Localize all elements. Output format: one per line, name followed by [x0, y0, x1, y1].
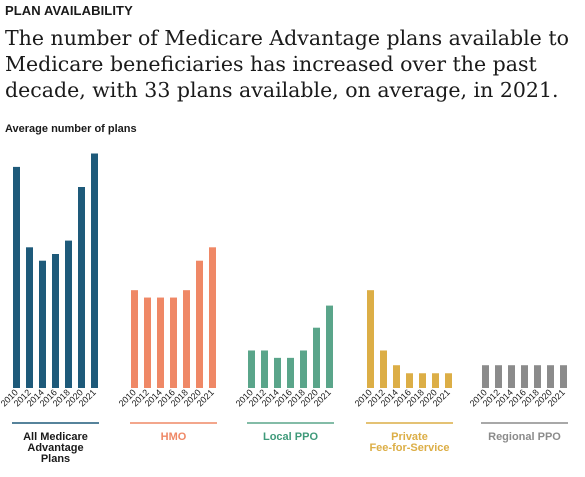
group-label: Regional PPO [488, 431, 561, 443]
group-label: HMO [161, 431, 187, 443]
bar [65, 240, 72, 388]
bar [287, 357, 294, 388]
bar [196, 260, 203, 388]
bar [300, 350, 307, 388]
bar [495, 365, 502, 388]
bar [367, 290, 374, 388]
bar [248, 350, 255, 388]
bar [380, 350, 387, 388]
bar [131, 290, 138, 388]
bar [13, 166, 20, 388]
bar [326, 305, 333, 388]
bar [445, 373, 452, 388]
group-label: Fee-for-Service [369, 442, 449, 454]
bar-group: 2010201220142016201820202021PrivateFee-f… [353, 290, 453, 454]
bar [534, 365, 541, 388]
y-axis-label: Average number of plans [5, 123, 137, 135]
bar [547, 365, 554, 388]
bar [183, 290, 190, 388]
bar [419, 373, 426, 388]
bar [78, 187, 85, 388]
bar [521, 365, 528, 388]
chart-headline: The number of Medicare Advantage plans a… [5, 26, 569, 102]
bar [39, 260, 46, 388]
bar [91, 153, 98, 388]
bar [482, 365, 489, 388]
bar [26, 247, 33, 388]
bar [432, 373, 439, 388]
bar [393, 365, 400, 388]
bar [274, 357, 281, 388]
bar [144, 297, 151, 388]
bar [170, 297, 177, 388]
chart-kicker: PLAN AVAILABILITY [5, 3, 133, 18]
bar [52, 254, 59, 388]
bar [406, 373, 413, 388]
group-label: Local PPO [263, 431, 318, 443]
group-label: Plans [41, 453, 70, 465]
group-label: All Medicare [23, 431, 88, 443]
bar [313, 327, 320, 388]
bar [261, 350, 268, 388]
bar [157, 297, 164, 388]
group-label: Advantage [27, 442, 83, 454]
bar [508, 365, 515, 388]
group-label: Private [391, 431, 428, 443]
bar [560, 365, 567, 388]
bar [209, 247, 216, 388]
